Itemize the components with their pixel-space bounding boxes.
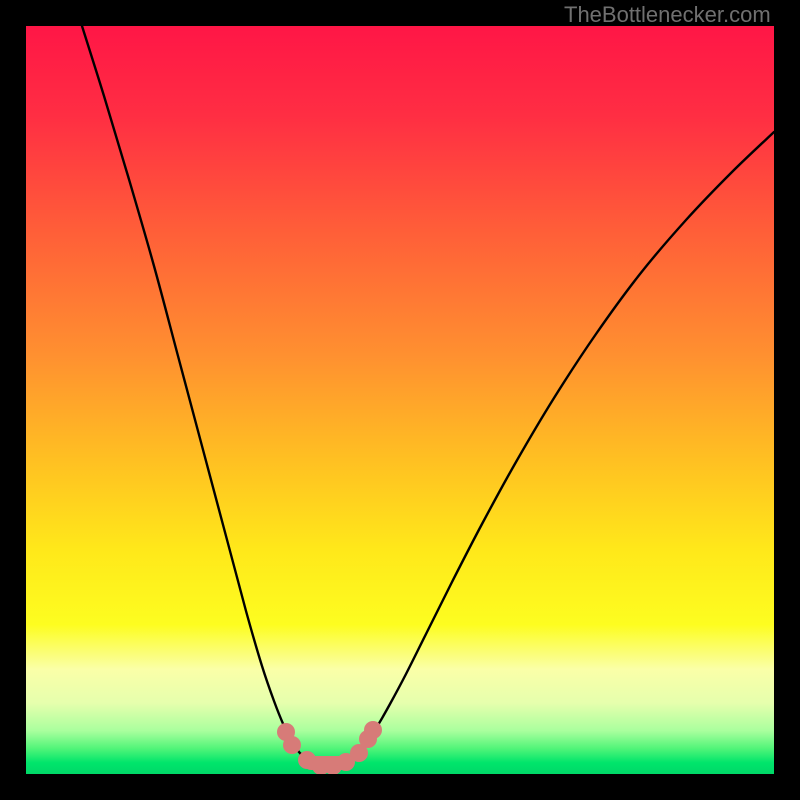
curve-marker xyxy=(364,721,382,739)
watermark-text: TheBottlenecker.com xyxy=(564,2,771,28)
plot-area xyxy=(26,26,774,774)
gradient-background xyxy=(26,26,774,774)
bottleneck-curve-chart xyxy=(26,26,774,774)
curve-marker xyxy=(283,736,301,754)
